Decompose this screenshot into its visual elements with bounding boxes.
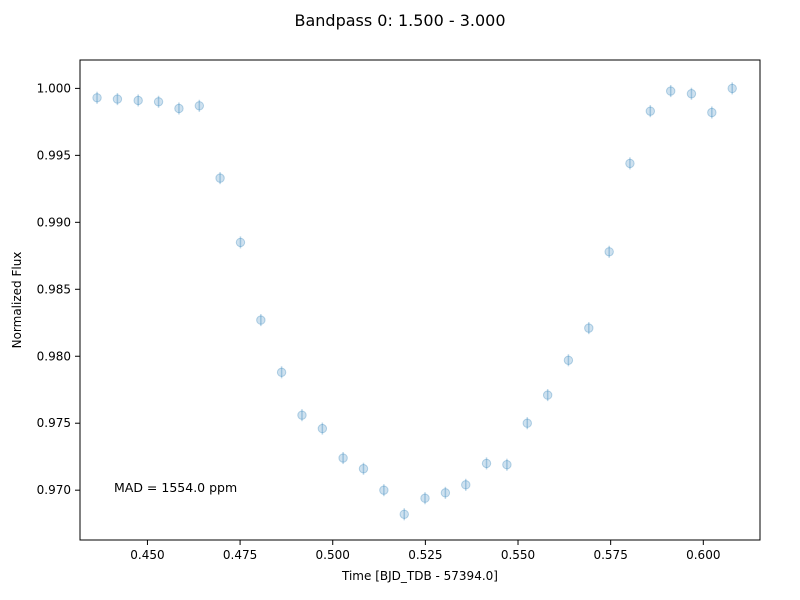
data-point	[276, 367, 287, 378]
data-point	[215, 173, 225, 183]
data-point	[133, 95, 143, 106]
data-point	[92, 93, 102, 103]
mad-annotation: MAD = 1554.0 ppm	[114, 480, 237, 495]
y-tick-label: 0.975	[37, 416, 71, 430]
data-point	[174, 103, 184, 114]
data-point	[727, 83, 737, 94]
data-point	[502, 460, 512, 470]
y-tick-label: 0.970	[37, 483, 71, 497]
data-point	[399, 509, 409, 519]
x-tick-label: 0.550	[501, 548, 535, 562]
y-tick-label: 0.985	[37, 282, 71, 296]
data-point	[420, 493, 430, 503]
data-point	[604, 247, 614, 257]
data-point	[358, 464, 369, 474]
data-point	[686, 89, 697, 99]
x-tick-label: 0.450	[130, 548, 164, 562]
x-axis-label: Time [BJD_TDB - 57394.0]	[341, 569, 498, 583]
axis-ticks: 0.450 0.475 0.500 0.525 0.550 0.575 0.600 0.970…	[37, 81, 721, 562]
data-point	[563, 355, 574, 365]
y-tick-label: 0.980	[37, 349, 71, 363]
data-point	[522, 418, 532, 428]
data-point	[481, 458, 492, 469]
data-point	[379, 485, 389, 495]
data-point	[317, 423, 328, 434]
data-point	[665, 86, 676, 96]
x-tick-label: 0.475	[223, 548, 257, 562]
data-point	[112, 94, 123, 104]
x-tick-label: 0.575	[593, 548, 627, 562]
x-tick-label: 0.600	[686, 548, 720, 562]
data-point	[584, 323, 594, 333]
data-point	[297, 410, 307, 420]
plot-frame	[79, 59, 761, 541]
data-point	[194, 101, 205, 111]
data-point	[235, 237, 246, 248]
data-point	[461, 480, 471, 490]
x-tick-label: 0.525	[408, 548, 442, 562]
data-point	[625, 158, 635, 169]
y-tick-label: 0.990	[37, 215, 71, 229]
y-axis-label: Normalized Flux	[10, 252, 24, 349]
y-tick-label: 0.995	[37, 148, 71, 162]
chart-title: Bandpass 0: 1.500 - 3.000	[294, 11, 505, 30]
data-point	[645, 106, 656, 116]
data-point	[338, 453, 348, 463]
data-point	[256, 315, 266, 325]
x-tick-label: 0.500	[316, 548, 350, 562]
data-point	[153, 97, 164, 107]
data-point	[440, 488, 451, 498]
data-points	[92, 82, 737, 521]
y-tick-label: 1.000	[37, 81, 71, 95]
data-point	[542, 390, 553, 400]
data-point	[707, 107, 717, 118]
